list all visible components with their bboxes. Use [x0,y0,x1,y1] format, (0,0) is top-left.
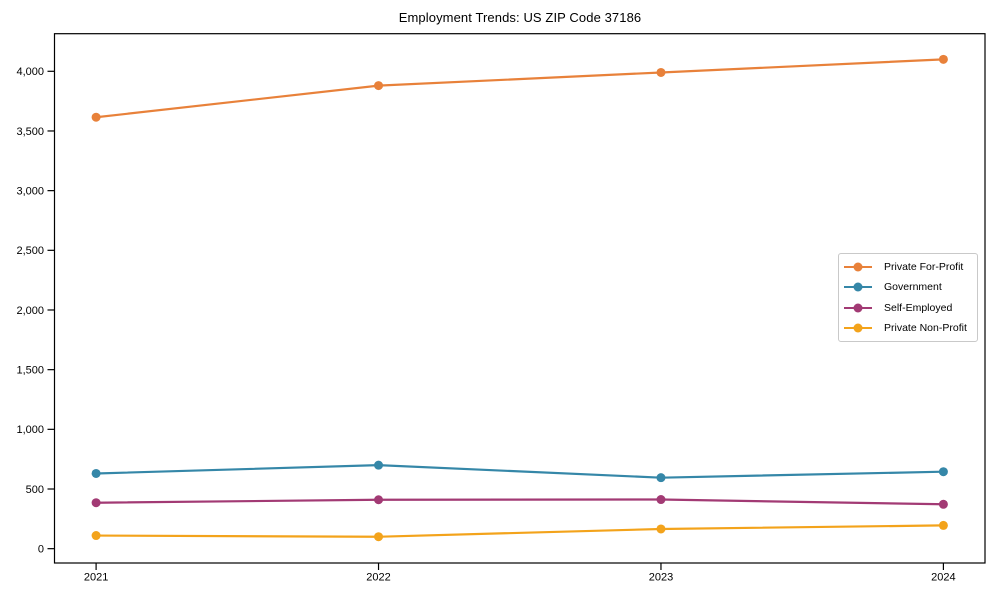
y-axis-tick-label: 3,000 [16,185,44,197]
legend-label: Self-Employed [884,301,953,314]
y-axis-tick-label: 1,000 [16,424,44,436]
legend-line-icon [844,323,872,333]
legend-dot-icon [853,262,863,272]
y-axis-tick-label: 0 [38,543,44,555]
legend-line-icon [844,303,872,313]
data-point-marker [374,460,384,470]
data-point-marker [656,473,666,483]
y-axis-tick-label: 2,000 [16,305,44,317]
legend-item-private-non-profit: Private Non-Profit [839,318,977,338]
data-point-marker [938,499,948,509]
legend-dot-icon [853,282,863,292]
legend-item-self-employed: Self-Employed [839,298,977,318]
data-point-marker [938,54,948,64]
data-point-marker [938,520,948,530]
x-axis-tick-label: 2022 [366,572,390,584]
legend-item-government: Government [839,277,977,297]
x-axis-tick-label: 2024 [931,572,955,584]
y-axis-tick-label: 4,000 [16,66,44,78]
plot-border [53,33,986,564]
legend-label: Government [884,281,942,294]
y-axis-tick-label: 2,500 [16,245,44,257]
data-point-marker [656,524,666,534]
y-axis-tick-label: 1,500 [16,364,44,376]
x-axis-tick-label: 2021 [84,572,108,584]
series-line [94,498,945,506]
data-point-marker [374,495,384,505]
series-line [94,58,945,119]
data-point-marker [91,468,101,478]
legend-label: Private Non-Profit [884,321,967,334]
data-point-marker [374,81,384,91]
legend-dot-icon [853,303,863,313]
y-axis-tick-label: 500 [26,484,44,496]
series-line [94,524,945,538]
legend-item-private-for-profit: Private For-Profit [839,257,977,277]
chart-title: Employment Trends: US ZIP Code 37186 [398,10,642,25]
data-point-marker [938,467,948,477]
data-point-marker [374,532,384,542]
legend-line-icon [844,282,872,292]
data-point-marker [91,112,101,122]
legend-label: Private For-Profit [884,261,964,274]
legend-line-icon [844,262,872,272]
series-line [94,464,945,479]
x-axis-tick-label: 2023 [649,572,673,584]
data-point-marker [656,67,666,77]
data-point-marker [91,498,101,508]
data-point-marker [91,531,101,541]
y-axis-tick-label: 3,500 [16,126,44,138]
legend-dot-icon [853,323,863,333]
data-point-marker [656,495,666,505]
legend: Private For-Profit Government Self-Emplo… [838,253,978,342]
